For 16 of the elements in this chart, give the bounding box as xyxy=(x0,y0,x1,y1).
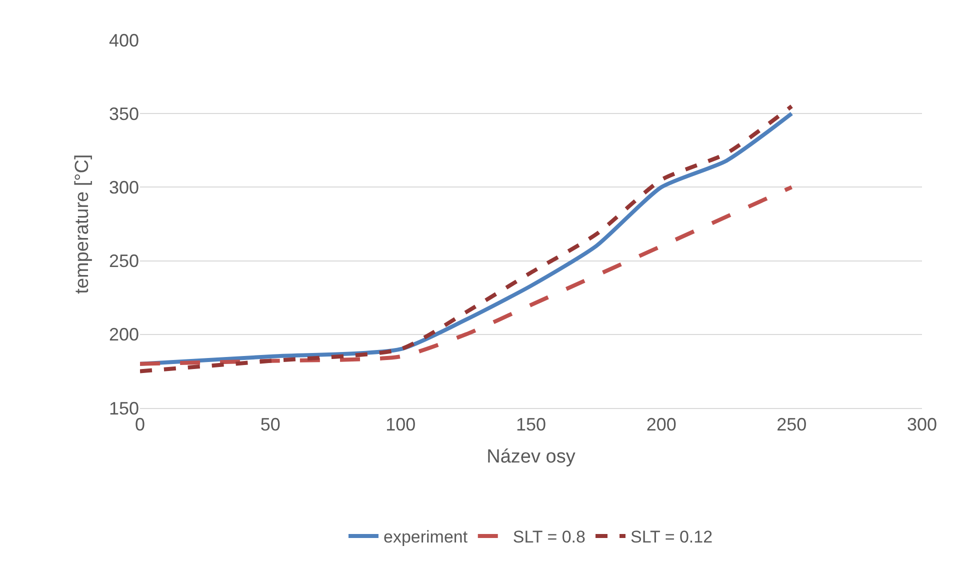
x-axis-title: Název osy xyxy=(486,446,576,468)
x-tick-label: 50 xyxy=(260,414,280,435)
x-tick-label: 200 xyxy=(646,414,676,435)
y-tick-label: 300 xyxy=(108,178,139,198)
legend-label: experiment xyxy=(384,528,468,547)
y-tick-label: 200 xyxy=(108,324,139,345)
legend-label: SLT = 0.8 xyxy=(512,528,586,547)
x-tick-label: 150 xyxy=(516,414,546,435)
y-tick-label: 400 xyxy=(108,30,139,50)
legend-label: SLT = 0.12 xyxy=(630,528,713,547)
y-tick-label: 350 xyxy=(108,104,139,124)
x-tick-label: 250 xyxy=(776,414,807,435)
y-axis-title: temperature [°C] xyxy=(72,154,93,294)
x-tick-label: 300 xyxy=(906,414,938,435)
x-tick-label: 100 xyxy=(386,414,416,435)
y-tick-label: 250 xyxy=(108,251,139,272)
